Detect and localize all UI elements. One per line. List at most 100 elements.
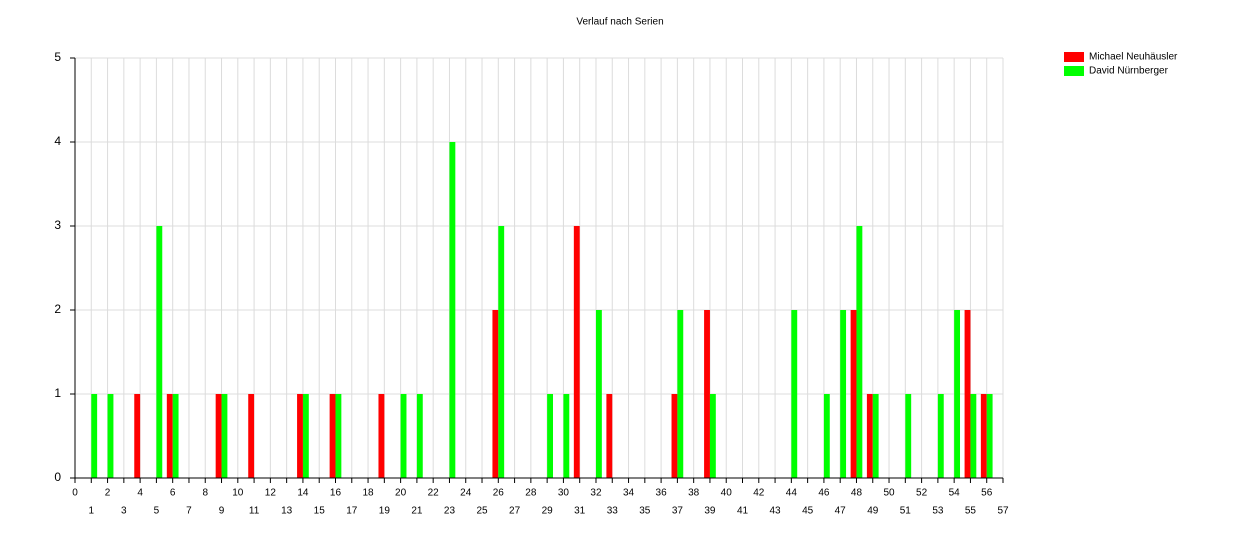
x-tick-label: 51 bbox=[900, 506, 912, 517]
bar bbox=[671, 394, 678, 478]
y-tick-label: 3 bbox=[54, 218, 61, 232]
bar bbox=[850, 310, 857, 478]
x-tick-label: 12 bbox=[265, 488, 277, 499]
x-tick-label: 21 bbox=[411, 506, 423, 517]
bar bbox=[709, 394, 716, 478]
bar bbox=[329, 394, 336, 478]
x-tick-label: 38 bbox=[688, 488, 700, 499]
axes: 0123450123456789101112131415161718192021… bbox=[54, 50, 1009, 516]
x-tick-label: 8 bbox=[202, 488, 208, 499]
x-tick-label: 50 bbox=[883, 488, 895, 499]
x-tick-label: 5 bbox=[154, 506, 160, 517]
x-tick-label: 11 bbox=[249, 506, 260, 517]
x-tick-label: 40 bbox=[721, 488, 733, 499]
bar bbox=[107, 394, 114, 478]
bar bbox=[248, 394, 255, 478]
x-tick-label: 27 bbox=[509, 506, 521, 517]
bar bbox=[905, 394, 912, 478]
bar bbox=[492, 310, 499, 478]
bar bbox=[980, 394, 987, 478]
bar bbox=[498, 226, 505, 478]
bar bbox=[172, 394, 179, 478]
x-tick-label: 42 bbox=[753, 488, 765, 499]
bar bbox=[563, 394, 570, 478]
bar bbox=[791, 310, 798, 478]
bar bbox=[840, 310, 847, 478]
x-tick-label: 17 bbox=[346, 506, 358, 517]
x-tick-label: 6 bbox=[170, 488, 176, 499]
bar bbox=[449, 142, 456, 478]
bar bbox=[606, 394, 613, 478]
x-tick-label: 24 bbox=[460, 488, 472, 499]
x-tick-label: 36 bbox=[656, 488, 668, 499]
legend-swatch bbox=[1064, 52, 1084, 62]
bar bbox=[156, 226, 163, 478]
legend-swatch bbox=[1064, 66, 1084, 76]
x-tick-label: 25 bbox=[476, 506, 488, 517]
bar bbox=[986, 394, 993, 478]
bars bbox=[91, 142, 993, 478]
x-tick-label: 32 bbox=[590, 488, 602, 499]
bar bbox=[91, 394, 98, 478]
x-tick-label: 30 bbox=[558, 488, 570, 499]
x-tick-label: 23 bbox=[444, 506, 456, 517]
grid bbox=[74, 57, 1004, 479]
x-tick-label: 49 bbox=[867, 506, 879, 517]
bar bbox=[400, 394, 407, 478]
x-tick-label: 10 bbox=[232, 488, 244, 499]
bar bbox=[302, 394, 309, 478]
bar bbox=[378, 394, 385, 478]
x-tick-label: 15 bbox=[314, 506, 326, 517]
x-tick-label: 2 bbox=[105, 488, 111, 499]
x-tick-label: 16 bbox=[330, 488, 342, 499]
x-tick-label: 14 bbox=[297, 488, 309, 499]
x-tick-label: 33 bbox=[607, 506, 619, 517]
bar bbox=[335, 394, 342, 478]
x-tick-label: 20 bbox=[395, 488, 407, 499]
y-tick-label: 4 bbox=[54, 134, 61, 148]
y-tick-label: 1 bbox=[54, 386, 61, 400]
x-tick-label: 52 bbox=[916, 488, 928, 499]
bar bbox=[704, 310, 710, 478]
x-tick-label: 7 bbox=[186, 506, 192, 517]
legend-label: Michael Neuhäusler bbox=[1089, 52, 1178, 63]
bar bbox=[856, 226, 863, 478]
x-tick-label: 54 bbox=[949, 488, 961, 499]
x-tick-label: 47 bbox=[835, 506, 847, 517]
bar bbox=[166, 394, 173, 478]
bar bbox=[823, 394, 830, 478]
legend: Michael Neuhäusler David Nürnberger bbox=[1064, 52, 1178, 77]
bar bbox=[954, 310, 961, 478]
bar bbox=[964, 310, 971, 478]
x-tick-label: 37 bbox=[672, 506, 684, 517]
x-tick-label: 4 bbox=[137, 488, 143, 499]
bar bbox=[595, 310, 602, 478]
x-tick-label: 53 bbox=[932, 506, 944, 517]
x-tick-label: 56 bbox=[981, 488, 993, 499]
x-tick-label: 46 bbox=[818, 488, 830, 499]
x-tick-label: 28 bbox=[525, 488, 537, 499]
bar bbox=[297, 394, 303, 478]
x-tick-label: 39 bbox=[704, 506, 716, 517]
x-tick-label: 19 bbox=[379, 506, 391, 517]
x-tick-label: 45 bbox=[802, 506, 814, 517]
x-tick-label: 35 bbox=[639, 506, 651, 517]
bar bbox=[573, 226, 580, 478]
x-tick-label: 29 bbox=[542, 506, 554, 517]
y-tick-label: 5 bbox=[54, 50, 61, 64]
x-tick-label: 34 bbox=[623, 488, 635, 499]
bar bbox=[221, 394, 228, 478]
x-tick-label: 13 bbox=[281, 506, 293, 517]
x-tick-label: 3 bbox=[121, 506, 127, 517]
bar bbox=[134, 394, 141, 478]
x-tick-label: 0 bbox=[72, 488, 78, 499]
x-tick-label: 57 bbox=[997, 506, 1009, 517]
x-tick-label: 1 bbox=[88, 506, 94, 517]
bar bbox=[937, 394, 944, 478]
x-tick-label: 31 bbox=[574, 506, 586, 517]
x-tick-label: 41 bbox=[737, 506, 749, 517]
y-tick-label: 2 bbox=[54, 302, 61, 316]
x-tick-label: 43 bbox=[770, 506, 782, 517]
x-tick-label: 18 bbox=[362, 488, 374, 499]
